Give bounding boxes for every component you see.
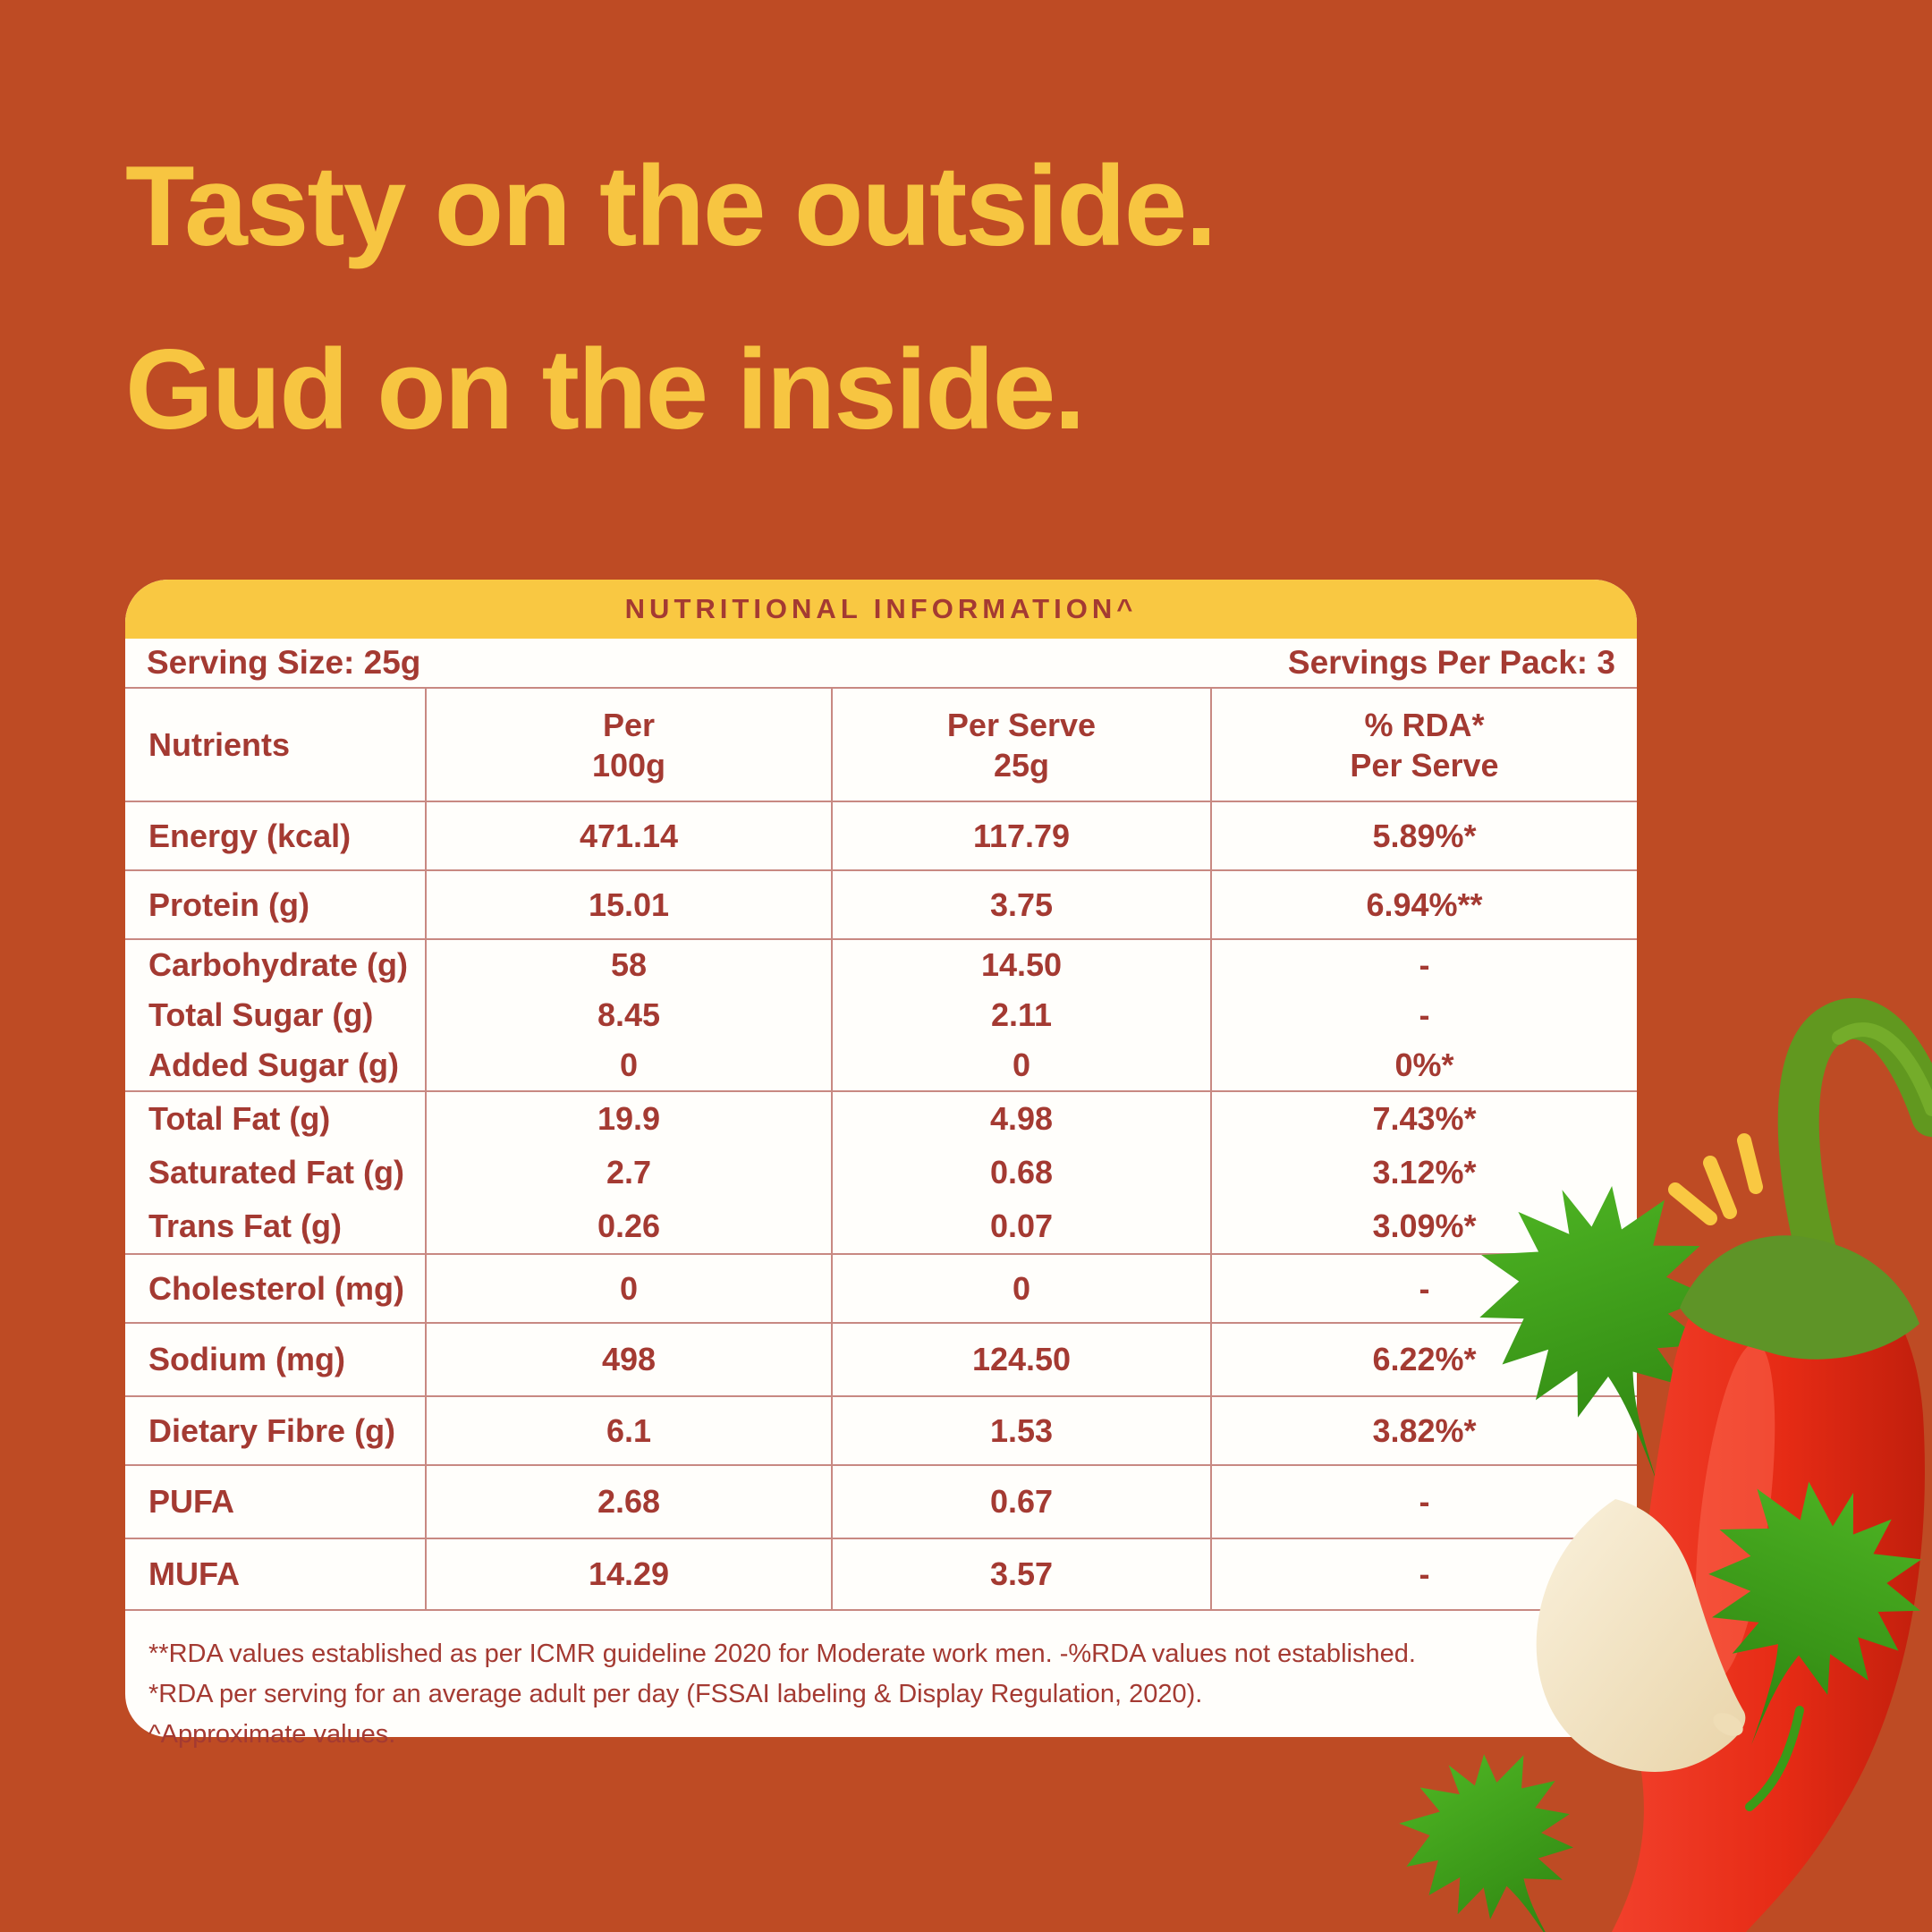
table-row-group-fat: Total Fat (g) 19.9 4.98 7.43%* Saturated… bbox=[125, 1092, 1637, 1255]
row-label: MUFA bbox=[148, 1555, 240, 1592]
headline-line-1: Tasty on the outside. bbox=[125, 142, 1217, 269]
nutrition-table: Nutrients Per 100g Per Serve 25g % RDA* … bbox=[125, 689, 1637, 1611]
table-row-group-carbohydrate: Carbohydrate (g) 58 14.50 - Total Sugar … bbox=[125, 940, 1637, 1092]
row-value-per-100g: 15.01 bbox=[425, 871, 831, 938]
table-header-row: Nutrients Per 100g Per Serve 25g % RDA* … bbox=[125, 689, 1637, 802]
row-value-per-100g: 471.14 bbox=[425, 802, 831, 869]
row-value-per-100g: 498 bbox=[425, 1324, 831, 1395]
row-value-rda: - bbox=[1210, 1466, 1637, 1538]
row-value-rda: 6.22%* bbox=[1210, 1324, 1637, 1395]
row-value-rda: 0%* bbox=[1210, 1040, 1637, 1090]
row-label: Total Fat (g) bbox=[148, 1100, 331, 1137]
row-value-per-100g: 6.1 bbox=[425, 1397, 831, 1464]
row-value-per-serve: 0 bbox=[831, 1255, 1210, 1322]
row-label: Dietary Fibre (g) bbox=[148, 1411, 396, 1449]
table-row-protein: Protein (g) 15.01 3.75 6.94%** bbox=[125, 871, 1637, 940]
chili-pepper-illustration bbox=[1395, 998, 1932, 1932]
row-value-rda: - bbox=[1210, 940, 1637, 990]
table-row-cholesterol: Cholesterol (mg) 0 0 - bbox=[125, 1255, 1637, 1324]
chili-highlight bbox=[1695, 1343, 1775, 1681]
row-value-per-serve: 124.50 bbox=[831, 1324, 1210, 1395]
table-row-pufa: PUFA 2.68 0.67 - bbox=[125, 1466, 1637, 1539]
garlic-clove-icon bbox=[1536, 1499, 1746, 1772]
footnote-rda-fssai: *RDA per serving for an average adult pe… bbox=[148, 1679, 1203, 1708]
column-header-nutrients: Nutrients bbox=[148, 726, 291, 763]
row-label: Carbohydrate (g) bbox=[148, 946, 409, 983]
row-label: Energy (kcal) bbox=[148, 817, 352, 854]
footnote-rda-icmr: **RDA values established as per ICMR gui… bbox=[148, 1640, 1416, 1668]
row-value-rda: 7.43%* bbox=[1210, 1092, 1637, 1146]
row-value-per-serve: 14.50 bbox=[831, 940, 1210, 990]
row-value-rda: 3.12%* bbox=[1210, 1146, 1637, 1199]
row-label: PUFA bbox=[148, 1483, 235, 1520]
sparkle-icon bbox=[1668, 1133, 1763, 1225]
row-value-per-100g: 2.68 bbox=[425, 1466, 831, 1538]
headline-line-2: Gud on the inside. bbox=[125, 326, 1086, 453]
row-value-rda: 6.94%** bbox=[1210, 871, 1637, 938]
row-value-per-serve: 3.75 bbox=[831, 871, 1210, 938]
table-row-mufa: MUFA 14.29 3.57 - bbox=[125, 1539, 1637, 1611]
footnote-approximate-values: ^Approximate values. bbox=[148, 1719, 396, 1749]
footnotes: **RDA values established as per ICMR gui… bbox=[125, 1611, 1637, 1755]
row-value-per-serve: 4.98 bbox=[831, 1092, 1210, 1146]
row-value-per-serve: 1.53 bbox=[831, 1397, 1210, 1464]
serving-size-label: Serving Size: 25g bbox=[147, 644, 421, 681]
row-label: Sodium (mg) bbox=[148, 1341, 345, 1377]
table-row-energy: Energy (kcal) 471.14 117.79 5.89%* bbox=[125, 802, 1637, 871]
row-value-per-serve: 0.07 bbox=[831, 1199, 1210, 1253]
row-value-per-serve: 3.57 bbox=[831, 1539, 1210, 1609]
column-header-per-100g: Per 100g bbox=[425, 689, 831, 801]
row-value-per-serve: 2.11 bbox=[831, 990, 1210, 1040]
row-value-per-100g: 0 bbox=[425, 1040, 831, 1090]
chili-stem-highlight bbox=[1832, 1022, 1932, 1116]
row-value-rda: 3.82%* bbox=[1210, 1397, 1637, 1464]
parsley-leaf-icon bbox=[1648, 1451, 1932, 1811]
row-value-per-serve: 117.79 bbox=[831, 802, 1210, 869]
row-value-per-100g: 58 bbox=[425, 940, 831, 990]
row-value-rda: - bbox=[1210, 1255, 1637, 1322]
servings-per-pack-label: Servings Per Pack: 3 bbox=[1287, 644, 1615, 681]
nutrition-card-title: NUTRITIONAL INFORMATION^ bbox=[125, 580, 1637, 639]
row-label: Protein (g) bbox=[148, 886, 309, 923]
chili-calyx bbox=[1680, 1235, 1919, 1360]
row-value-per-serve: 0.68 bbox=[831, 1146, 1210, 1199]
headline: Tasty on the outside. Gud on the inside. bbox=[125, 114, 1217, 481]
table-row-dietary-fibre: Dietary Fibre (g) 6.1 1.53 3.82%* bbox=[125, 1397, 1637, 1466]
column-header-per-serve: Per Serve 25g bbox=[831, 689, 1210, 801]
row-label: Cholesterol (mg) bbox=[148, 1269, 405, 1307]
row-value-per-serve: 0.67 bbox=[831, 1466, 1210, 1538]
table-row-sodium: Sodium (mg) 498 124.50 6.22%* bbox=[125, 1324, 1637, 1397]
nutrition-card: NUTRITIONAL INFORMATION^ Serving Size: 2… bbox=[125, 580, 1637, 1749]
row-value-rda: - bbox=[1210, 990, 1637, 1040]
row-value-rda: 3.09%* bbox=[1210, 1199, 1637, 1253]
row-value-rda: 5.89%* bbox=[1210, 802, 1637, 869]
row-value-per-100g: 2.7 bbox=[425, 1146, 831, 1199]
serving-row: Serving Size: 25g Servings Per Pack: 3 bbox=[125, 639, 1637, 689]
row-label: Trans Fat (g) bbox=[148, 1208, 343, 1244]
row-value-rda: - bbox=[1210, 1539, 1637, 1609]
row-value-per-100g: 8.45 bbox=[425, 990, 831, 1040]
row-value-per-100g: 0.26 bbox=[425, 1199, 831, 1253]
row-label: Total Sugar (g) bbox=[148, 996, 374, 1033]
row-label: Added Sugar (g) bbox=[148, 1046, 399, 1083]
row-value-per-serve: 0 bbox=[831, 1040, 1210, 1090]
row-value-per-100g: 0 bbox=[425, 1255, 831, 1322]
row-value-per-100g: 19.9 bbox=[425, 1092, 831, 1146]
column-header-rda: % RDA* Per Serve bbox=[1210, 689, 1637, 801]
row-value-per-100g: 14.29 bbox=[425, 1539, 831, 1609]
row-label: Saturated Fat (g) bbox=[148, 1154, 405, 1191]
